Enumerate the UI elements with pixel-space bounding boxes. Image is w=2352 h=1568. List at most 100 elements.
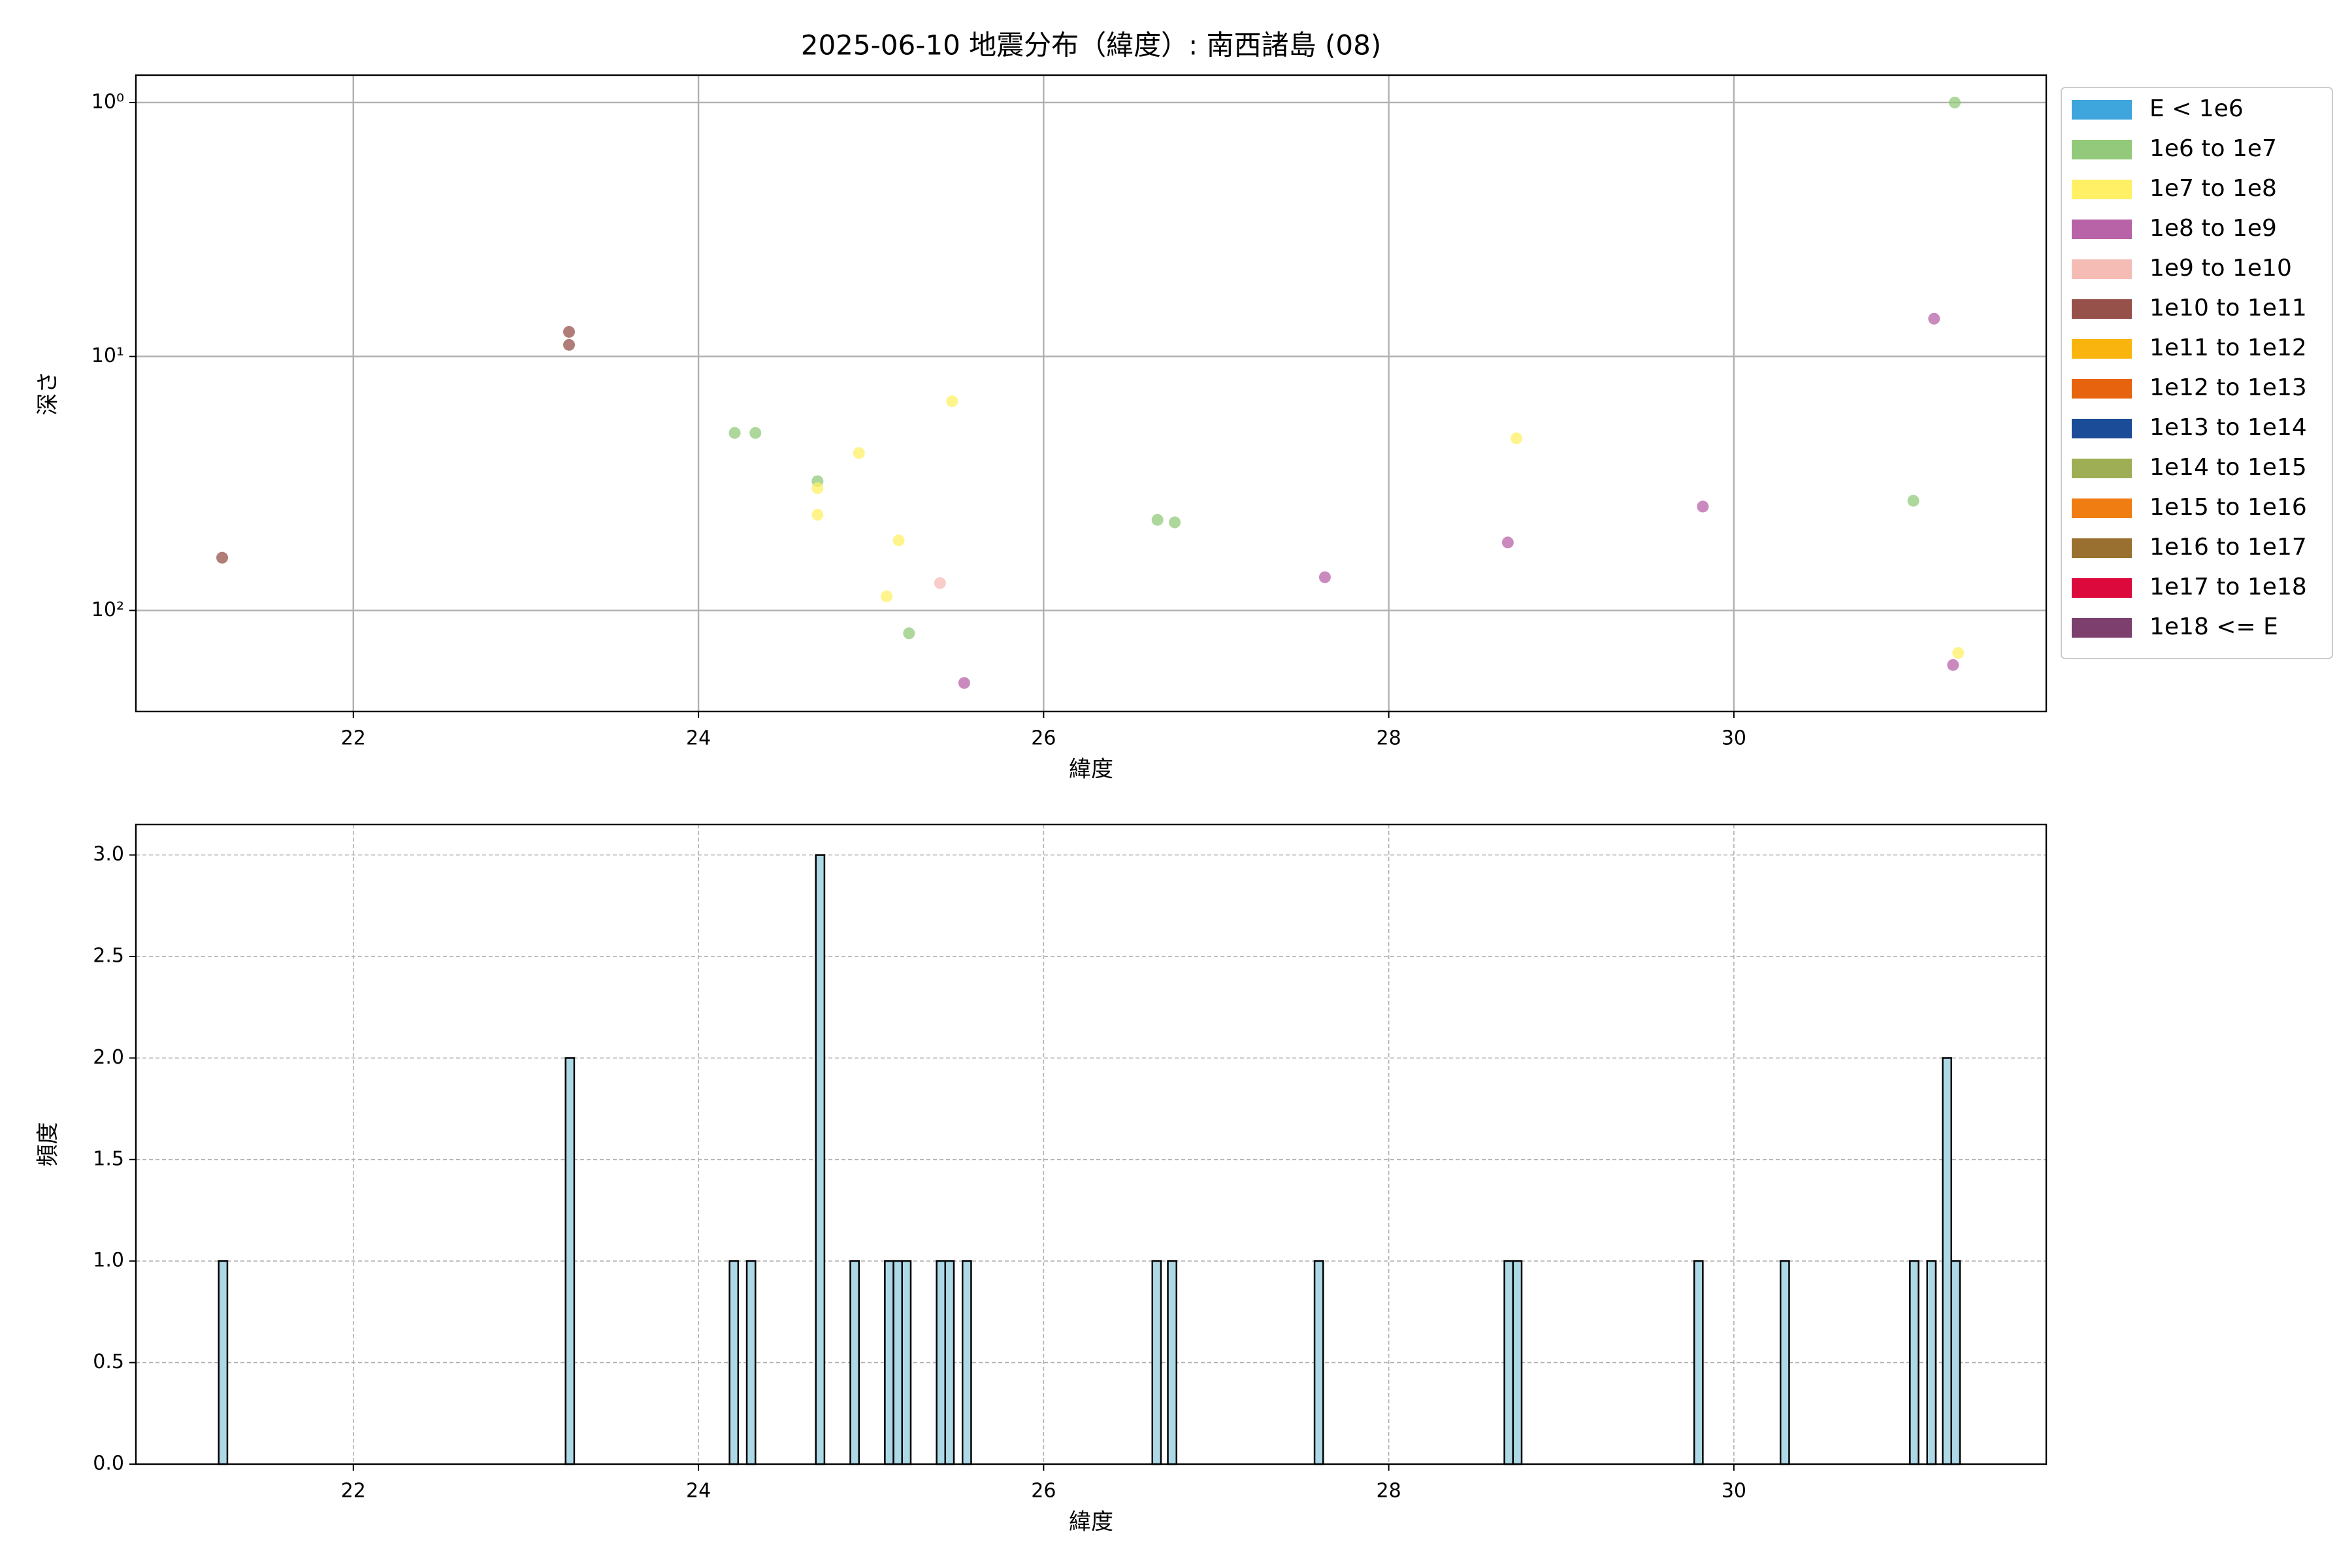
legend-swatch	[2072, 299, 2132, 319]
bar	[901, 1260, 912, 1465]
point	[1907, 495, 1919, 507]
bar	[1512, 1260, 1523, 1465]
legend-swatch	[2072, 259, 2132, 279]
point	[892, 534, 905, 547]
x-tick-label: 30	[1722, 1480, 1746, 1503]
bar	[1503, 1260, 1514, 1465]
point	[1952, 647, 1965, 659]
legend-swatch	[2072, 339, 2132, 359]
x-tick-label: 30	[1722, 727, 1746, 750]
legend-swatch	[2072, 578, 2132, 598]
bar	[1693, 1260, 1704, 1465]
point	[958, 677, 970, 689]
chart-title: 2025-06-10 地震分布（緯度）: 南西諸島 (08)	[801, 29, 1382, 61]
legend-label: 1e14 to 1e15	[2149, 454, 2307, 481]
point	[728, 427, 741, 439]
y-axis-label: 頻度	[35, 1122, 61, 1167]
legend-swatch	[2072, 379, 2132, 399]
bar	[1779, 1260, 1790, 1465]
x-axis-label: 緯度	[1069, 1509, 1113, 1535]
legend-label: 1e8 to 1e9	[2149, 215, 2277, 242]
legend-swatch	[2072, 419, 2132, 438]
y-axis-label: 深さ	[35, 371, 61, 416]
bar	[728, 1260, 740, 1465]
point	[1151, 514, 1164, 526]
bar	[1909, 1260, 1919, 1465]
bar	[815, 854, 826, 1465]
legend-label: 1e16 to 1e17	[2149, 534, 2307, 561]
point	[563, 338, 575, 351]
legend-label: 1e17 to 1e18	[2149, 574, 2307, 600]
point	[1501, 536, 1514, 549]
bar	[849, 1260, 860, 1465]
bar	[1151, 1260, 1162, 1465]
bar	[745, 1260, 757, 1465]
legend-label: 1e18 <= E	[2149, 613, 2278, 640]
y-tick-label: 0.5	[93, 1350, 124, 1373]
bar	[961, 1260, 972, 1465]
legend-label: 1e6 to 1e7	[2149, 135, 2277, 162]
legend-swatch	[2072, 100, 2132, 120]
point	[1947, 659, 1959, 671]
plot-frame	[135, 74, 2048, 713]
legend-label: 1e13 to 1e14	[2149, 414, 2307, 441]
legend-swatch	[2072, 538, 2132, 558]
legend-swatch	[2072, 498, 2132, 518]
x-tick-label: 28	[1377, 727, 1401, 750]
y-tick-label: 1.5	[93, 1147, 124, 1170]
point	[1511, 432, 1523, 444]
legend-label: E < 1e6	[2149, 95, 2244, 122]
legend-label: 1e15 to 1e16	[2149, 494, 2307, 521]
bar	[1167, 1260, 1177, 1465]
legend-swatch	[2072, 459, 2132, 478]
legend-label: 1e12 to 1e13	[2149, 374, 2307, 401]
y-tick-label: 1.0	[93, 1249, 124, 1272]
bar	[1950, 1260, 1961, 1465]
point	[903, 627, 915, 640]
point	[946, 395, 958, 408]
point	[1949, 96, 1961, 108]
legend-swatch	[2072, 180, 2132, 199]
point	[1928, 312, 1940, 325]
point	[811, 482, 824, 495]
y-tick-label: 2.5	[93, 945, 124, 968]
bar	[1313, 1260, 1324, 1465]
legend-box	[2061, 87, 2333, 659]
point	[563, 325, 575, 338]
bar	[936, 1260, 947, 1465]
point	[934, 577, 946, 589]
legend-label: 1e7 to 1e8	[2149, 175, 2277, 202]
y-tick-label: 10¹	[91, 344, 124, 367]
bar	[1942, 1057, 1952, 1465]
point	[1318, 571, 1331, 583]
legend-label: 1e10 to 1e11	[2149, 295, 2307, 321]
y-tick-label: 2.0	[93, 1046, 124, 1069]
x-tick-label: 22	[341, 1480, 366, 1503]
bar	[884, 1260, 894, 1465]
y-tick-label: 0.0	[93, 1452, 124, 1475]
point	[880, 590, 892, 602]
legend-label: 1e11 to 1e12	[2149, 335, 2307, 361]
point	[749, 427, 762, 439]
legend-label: 1e9 to 1e10	[2149, 255, 2292, 282]
point	[1169, 516, 1181, 529]
point	[811, 508, 824, 521]
x-tick-label: 26	[1031, 727, 1056, 750]
point	[853, 447, 865, 459]
bar	[892, 1260, 904, 1465]
x-tick-label: 22	[341, 727, 366, 750]
y-tick-label: 10⁰	[91, 90, 124, 113]
y-tick-label: 3.0	[93, 843, 124, 866]
x-tick-label: 26	[1031, 1480, 1056, 1503]
point	[1697, 500, 1709, 513]
x-tick-label: 24	[686, 727, 711, 750]
legend-swatch	[2072, 618, 2132, 638]
y-tick-label: 10²	[91, 598, 124, 621]
bar	[564, 1057, 576, 1465]
legend-swatch	[2072, 220, 2132, 239]
x-tick-label: 28	[1377, 1480, 1401, 1503]
x-tick-label: 24	[686, 1480, 711, 1503]
bar	[1926, 1260, 1937, 1465]
